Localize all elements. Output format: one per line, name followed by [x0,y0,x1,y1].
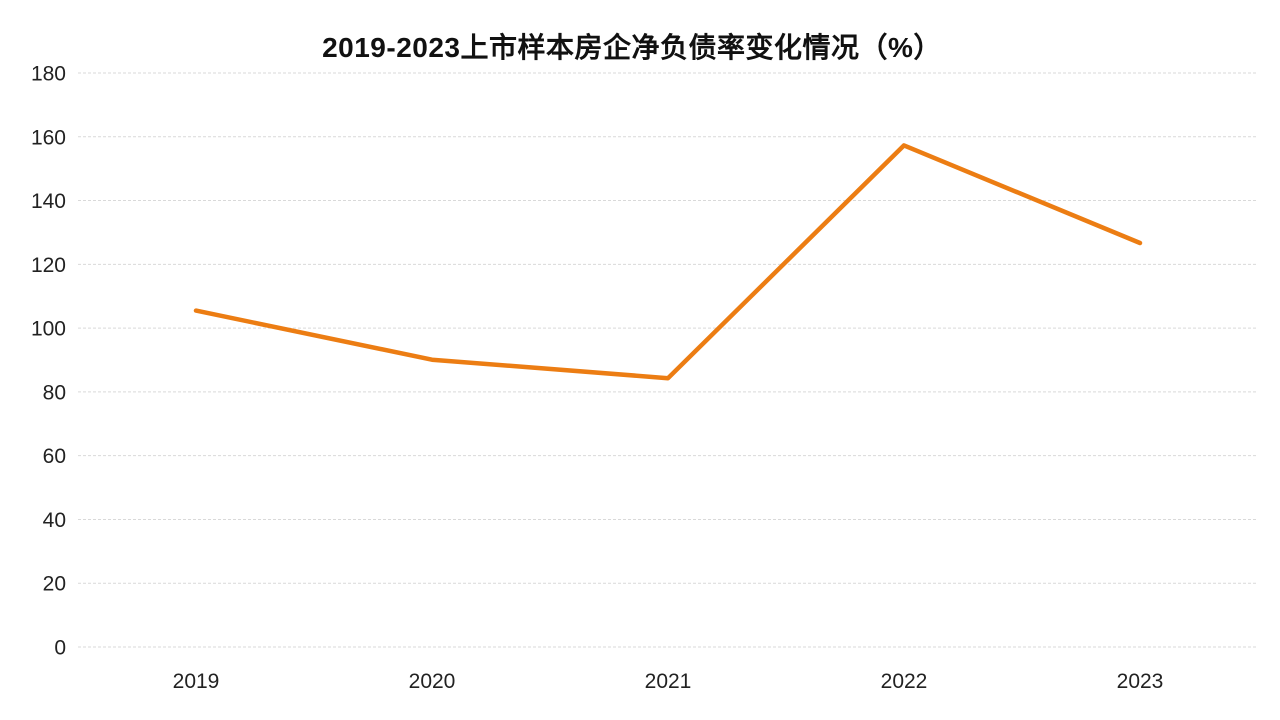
x-axis-tick-label: 2019 [173,670,220,693]
y-axis-tick-label: 180 [31,63,66,86]
y-axis-tick-label: 60 [43,445,66,468]
x-axis-tick-label: 2023 [1117,670,1164,693]
y-axis-tick-label: 20 [43,573,66,596]
line-series [193,143,1143,381]
y-axis-tick-label: 80 [43,381,66,404]
x-axis-tick-label: 2021 [645,670,692,693]
y-axis-tick-label: 140 [31,190,66,213]
y-axis-tick-label: 120 [31,254,66,277]
y-axis-tick-label: 160 [31,126,66,149]
y-axis-tick-label: 0 [54,637,66,660]
y-axis-tick-label: 100 [31,318,66,341]
y-axis-tick-label: 40 [43,509,66,532]
x-axis-tick-label: 2020 [409,670,456,693]
chart-title: 2019-2023上市样本房企净负债率变化情况（%） [322,32,942,63]
x-axis-tick-label: 2022 [881,670,928,693]
